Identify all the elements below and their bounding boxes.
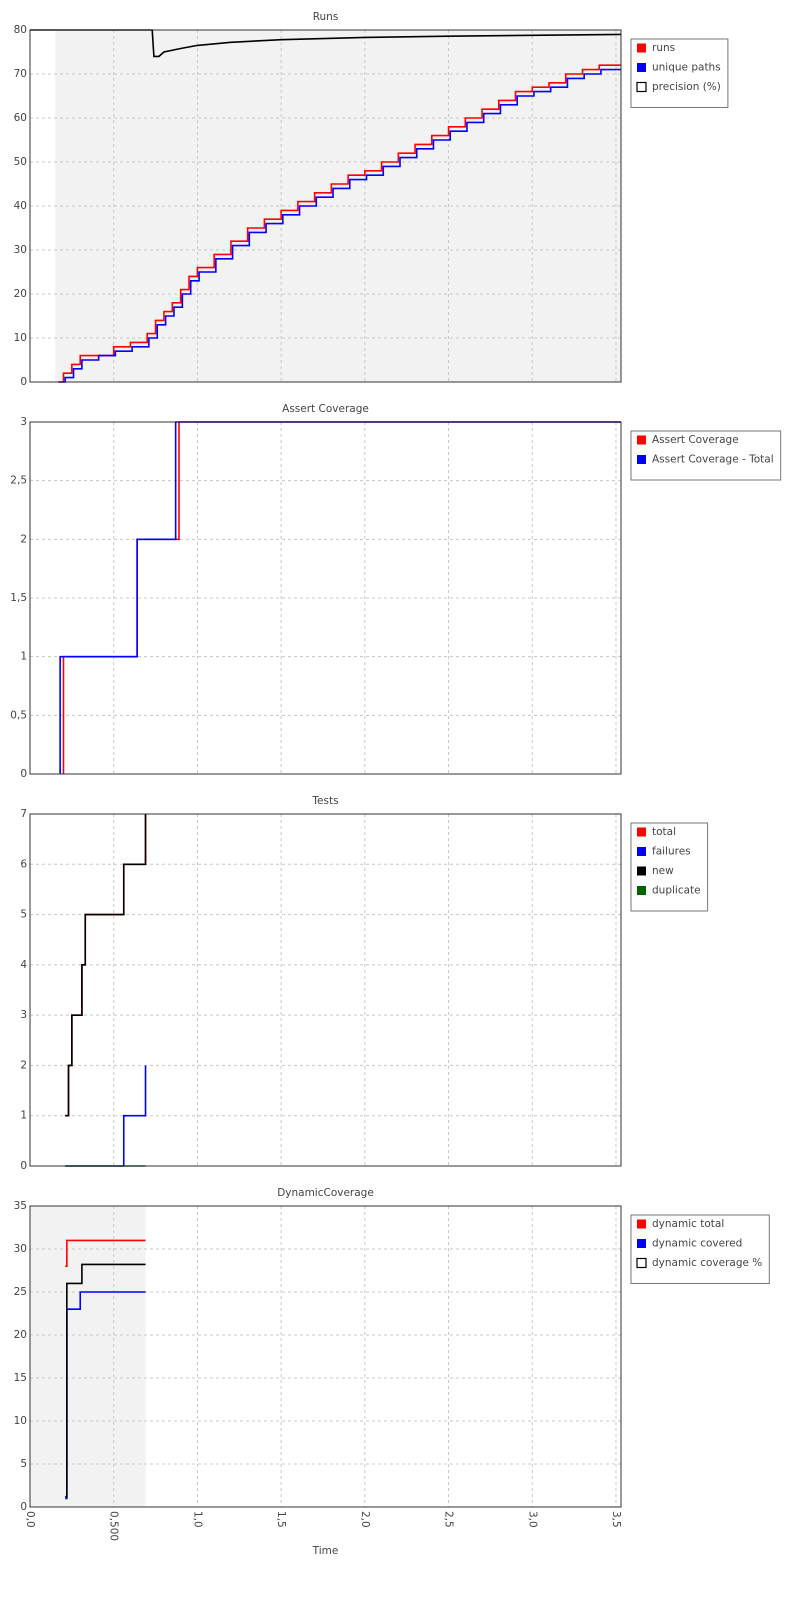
legend-label: failures	[652, 846, 691, 858]
plot-frame	[29, 813, 622, 1167]
y-tick-label: 0	[20, 1501, 27, 1513]
y-tick-label: 70	[14, 68, 27, 80]
legend: Assert Coverage Assert Coverage - Total	[630, 430, 782, 481]
y-tick-label: 10	[14, 332, 27, 344]
x-tick-label: 2,0	[359, 1511, 371, 1528]
y-tick-label: 0	[20, 376, 27, 388]
legend-label: Assert Coverage	[652, 434, 739, 446]
chart-title: Assert Coverage	[282, 403, 369, 415]
y-tick-label: 30	[14, 244, 27, 256]
legend-box	[630, 38, 729, 108]
y-tick-label: 80	[14, 24, 27, 36]
legend: total failures new duplicate	[630, 822, 709, 912]
y-tick-label: 20	[14, 288, 27, 300]
y-tick-label: 6	[20, 858, 27, 870]
y-tick-label: 25	[14, 1286, 27, 1298]
plot-frame	[29, 1205, 622, 1508]
series-line	[30, 29, 622, 58]
legend: runs unique paths precision (%)	[630, 38, 729, 108]
x-tick-label: 0,500	[108, 1511, 120, 1541]
legend-marker	[637, 827, 646, 837]
legend-marker	[637, 455, 646, 464]
legend-marker	[637, 63, 646, 72]
legend-label: dynamic covered	[652, 1238, 742, 1250]
y-tick-label: 1	[20, 1110, 27, 1122]
series-line	[65, 1291, 146, 1500]
x-axis-label: Time	[312, 1545, 339, 1557]
y-tick-label: 4	[20, 959, 27, 971]
y-tick-label: 2	[20, 1059, 27, 1071]
x-tick-label: 3,0	[526, 1511, 538, 1528]
legend-label: runs	[652, 42, 675, 54]
y-tick-label: 3	[20, 1009, 27, 1021]
y-tick-label: 0	[20, 1160, 27, 1172]
legend-marker	[637, 1239, 646, 1248]
chart-title: Runs	[313, 11, 339, 23]
legend: dynamic total dynamic covered dynamic cove…	[630, 1214, 770, 1284]
x-tick-label: 1,0	[191, 1511, 203, 1528]
legend-label: Assert Coverage - Total	[652, 454, 774, 466]
plot-area	[30, 814, 621, 1166]
y-tick-label: 15	[14, 1372, 27, 1384]
y-tick-label: 35	[14, 1200, 27, 1212]
legend-label: total	[652, 826, 676, 838]
chart-title: Tests	[311, 795, 338, 807]
y-tick-label: 20	[14, 1329, 27, 1341]
series-line	[65, 814, 147, 1117]
y-tick-label: 40	[14, 200, 27, 212]
legend-marker	[636, 1257, 647, 1269]
y-tick-label: 3	[20, 416, 27, 428]
y-tick-label: 5	[20, 1458, 27, 1470]
plot-frame	[29, 421, 622, 775]
series-line	[65, 1263, 146, 1498]
legend-marker	[637, 886, 646, 895]
x-tick-label: 0,0	[24, 1511, 36, 1528]
legend-label: unique paths	[652, 62, 721, 74]
y-tick-label: 2,5	[10, 475, 27, 487]
shaded-range	[30, 1206, 146, 1507]
legend-label: dynamic total	[652, 1218, 724, 1230]
y-tick-label: 7	[20, 808, 27, 820]
x-tick-label: 2,5	[443, 1511, 455, 1528]
chart-title: DynamicCoverage	[277, 1187, 374, 1199]
legend-marker	[636, 81, 647, 93]
series-line	[58, 68, 621, 383]
y-tick-label: 60	[14, 112, 27, 124]
plot-frame	[29, 29, 622, 383]
legend-label: new	[652, 865, 674, 877]
legend-marker	[637, 847, 646, 856]
x-tick-label: 1,5	[275, 1511, 287, 1528]
legend-marker	[637, 1219, 646, 1229]
legend-marker	[637, 866, 646, 876]
legend-label: precision (%)	[652, 81, 721, 93]
legend-box	[630, 430, 782, 481]
y-tick-label: 2	[20, 533, 27, 545]
y-tick-label: 10	[14, 1415, 27, 1427]
y-tick-label: 5	[20, 909, 27, 921]
series-line	[65, 1239, 146, 1267]
y-tick-label: 1,5	[10, 592, 27, 604]
legend-marker	[637, 43, 646, 53]
legend-box	[630, 1214, 770, 1284]
legend-label: dynamic coverage %	[652, 1257, 762, 1269]
x-tick-label: 3,5	[610, 1511, 622, 1528]
legend-marker	[637, 435, 646, 445]
legend-label: duplicate	[652, 885, 701, 897]
y-tick-label: 1	[20, 651, 27, 663]
y-tick-label: 50	[14, 156, 27, 168]
y-tick-label: 30	[14, 1243, 27, 1255]
y-tick-label: 0,5	[10, 709, 27, 721]
series-line	[58, 64, 621, 383]
y-tick-label: 0	[20, 768, 27, 780]
